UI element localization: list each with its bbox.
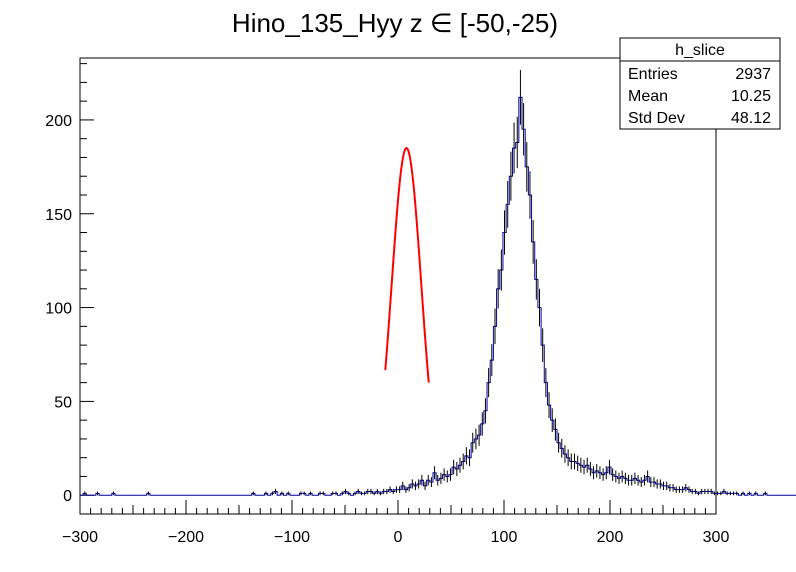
- stats-mean-value: 10.25: [731, 88, 771, 105]
- y-tick-label: 0: [63, 488, 72, 505]
- stats-box: h_slice Entries 2937 Mean 10.25 Std Dev …: [619, 37, 781, 130]
- x-tick-label: 0: [394, 529, 403, 546]
- stats-box-frame: [619, 37, 781, 130]
- gaussian-fit-curve: [384, 147, 430, 383]
- x-tick-label: 200: [597, 529, 624, 546]
- y-axis: 0 50 100 150 200: [45, 63, 94, 515]
- x-tick-label: −300: [62, 529, 98, 546]
- x-tick-label: −200: [168, 529, 204, 546]
- histogram-series: [80, 70, 796, 496]
- histogram-step-line: [80, 96, 796, 496]
- x-tick-label: −100: [274, 529, 310, 546]
- stats-stddev-value: 48.12: [731, 110, 771, 127]
- y-tick-label: 200: [45, 113, 72, 130]
- y-tick-label: 150: [45, 207, 72, 224]
- chart-title: Hino_135_Hyy z ∈ [-50,-25): [232, 8, 558, 38]
- stats-mean-label: Mean: [628, 88, 668, 105]
- fit-line: [384, 147, 430, 383]
- stats-box-title: h_slice: [675, 42, 725, 59]
- x-tick-label: 300: [703, 529, 730, 546]
- x-tick-label: 100: [491, 529, 518, 546]
- x-axis: −300 −200 −100 0 100 200 300: [62, 500, 729, 546]
- stats-entries-value: 2937: [735, 66, 771, 83]
- stats-entries-label: Entries: [628, 66, 678, 83]
- y-tick-label: 100: [45, 301, 72, 318]
- y-tick-label: 50: [54, 394, 72, 411]
- stats-stddev-label: Std Dev: [628, 110, 685, 127]
